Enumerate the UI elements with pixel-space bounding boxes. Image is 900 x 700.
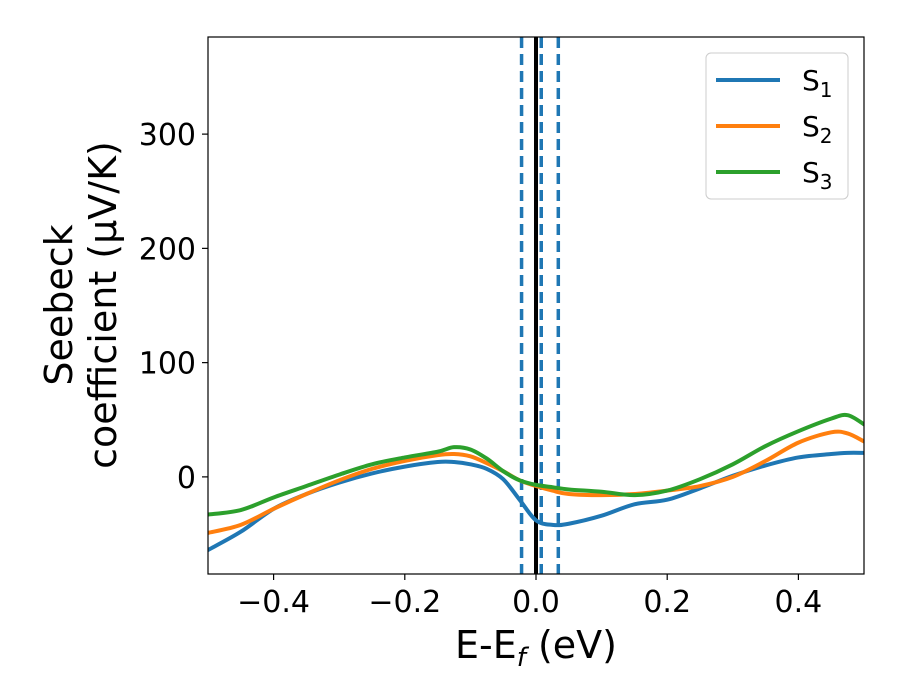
x-axis-label: E-Ef (eV) [455, 623, 617, 673]
x-tick-label: 0.0 [512, 585, 560, 620]
y-axis-label-line1: Seebeck [37, 224, 81, 385]
y-tick-label: 200 [139, 232, 196, 267]
series-line-s3 [208, 412, 864, 517]
series-line-s1 [208, 450, 864, 553]
y-tick-label: 0 [177, 461, 196, 496]
x-tick-label: −0.2 [368, 585, 441, 620]
y-tick-label: 100 [139, 347, 196, 382]
x-tick-label: 0.2 [643, 585, 691, 620]
x-tick-label: −0.4 [237, 585, 310, 620]
y-tick-label: 300 [139, 118, 196, 153]
x-tick-label: 0.4 [775, 585, 823, 620]
y-axis-label-line2: coefficient (μV/K) [81, 141, 125, 469]
